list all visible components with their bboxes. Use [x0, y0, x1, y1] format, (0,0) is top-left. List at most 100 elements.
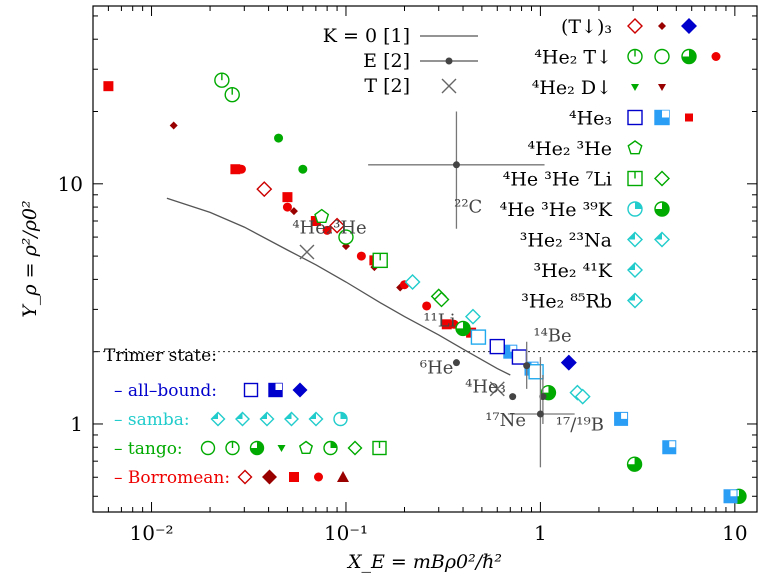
data-point-circ-open	[338, 229, 354, 245]
marker-shape	[256, 181, 273, 198]
marker-fill	[456, 321, 471, 336]
legend-symbol	[654, 109, 670, 126]
legend-right-label: ⁴He₂ ³He	[527, 138, 612, 160]
data-point-circ-small	[422, 301, 432, 311]
legend-left-label: – samba:	[114, 410, 190, 430]
marker-fill	[628, 232, 635, 240]
marker-fill	[236, 412, 243, 419]
marker-shape	[314, 472, 323, 482]
data-point-circ-bar	[214, 72, 230, 88]
legend-right-label: ³He₂ ⁴¹K	[533, 260, 612, 282]
marker-shape	[470, 329, 487, 345]
legend-left-symbol	[372, 440, 387, 456]
marker-shape	[322, 225, 332, 235]
marker-fill	[628, 263, 635, 270]
data-point-sq-open	[489, 338, 505, 355]
data-point-dmd-open	[464, 308, 481, 325]
chart-legend-layer: K = 0 [1] E [2] T [2] (T↓)₃ ⁴He₂ T↓ ⁴He₂ D↓ ⁴H…	[104, 16, 721, 488]
marker-fill	[309, 412, 316, 419]
data-point-sq-open	[528, 364, 544, 380]
legend-symbol	[627, 48, 643, 65]
marker-shape	[289, 207, 298, 216]
legend-symbol	[681, 18, 697, 34]
legend-left-symbol	[308, 411, 324, 427]
x-tick-label: 1	[534, 521, 547, 545]
marker-fill	[340, 412, 347, 419]
data-point-dmd-open	[574, 388, 591, 405]
marker-shape	[337, 471, 349, 482]
x-axis-label: X_E = mBρ0²/ℏ²	[346, 551, 502, 573]
legend-middle-label: T [2]	[364, 75, 410, 97]
marker-shape	[441, 319, 452, 330]
legend-symbol	[658, 84, 666, 91]
data-point-sqbar-open	[372, 252, 388, 269]
legend-left-symbol	[200, 440, 216, 456]
exp-e-point	[509, 393, 517, 401]
data-point-sq-blue	[662, 440, 677, 455]
legend-cross-sample	[441, 78, 457, 94]
chart-frame-layer: 10⁻² 10⁻¹ 1 10 1 10 X_E = mBρ0²/ℏ² Y_ρ = ρ²/ρ0²	[19, 5, 758, 573]
marker-shape	[338, 229, 354, 245]
marker-shape	[528, 364, 544, 380]
marker-shape	[711, 52, 721, 61]
point-label: ¹⁴Be	[533, 326, 571, 347]
legend-left-symbol	[298, 440, 314, 454]
legend-left-symbol	[284, 411, 299, 427]
marker-shape	[289, 472, 299, 482]
legend-symbol	[654, 231, 670, 248]
exp-e-point	[536, 410, 544, 418]
exp-e-point	[452, 359, 460, 367]
marker-fill	[730, 490, 737, 497]
legend-right-label: ⁴He ³He ³⁹K	[500, 199, 613, 221]
data-point-circ-small	[282, 202, 292, 212]
data-point-sq-fill	[230, 164, 241, 175]
legend-right-label: (T↓)₃	[561, 16, 612, 38]
marker-shape	[654, 170, 670, 187]
legend-left-symbol	[333, 411, 348, 427]
legend-left-symbol	[249, 440, 265, 456]
marker-fill	[655, 110, 662, 118]
data-point-circ-bar	[224, 86, 240, 103]
data-point-dmd-open	[256, 181, 273, 198]
legend-dot-sample	[445, 57, 453, 65]
marker-shape	[200, 440, 216, 456]
legend-symbol	[627, 140, 643, 155]
marker-shape	[237, 469, 253, 485]
theory-curve-k0	[166, 197, 511, 376]
x-tick-label: 10⁻²	[130, 521, 174, 545]
exp-e-point	[539, 393, 547, 401]
marker-fill	[628, 293, 635, 301]
legend-middle-label: K = 0 [1]	[323, 25, 410, 47]
marker-shape	[298, 440, 314, 454]
legend-left-symbol	[225, 440, 240, 456]
marker-fill	[330, 441, 337, 448]
data-point-sq-open	[511, 349, 528, 365]
legend-symbol	[627, 292, 643, 309]
marker-shape	[464, 308, 481, 325]
marker-shape	[658, 22, 666, 30]
marker-shape	[298, 164, 308, 174]
marker-shape	[262, 469, 277, 485]
marker-fill	[655, 117, 669, 125]
point-label: ²²C	[454, 196, 482, 217]
legend-left-symbol	[268, 382, 283, 398]
exp-e-point	[452, 161, 460, 169]
legend-symbol	[627, 170, 643, 187]
marker-shape	[277, 445, 286, 452]
exp-t-cross	[489, 381, 505, 397]
marker-fill	[260, 412, 267, 419]
marker-shape	[356, 251, 366, 261]
marker-shape	[681, 18, 697, 34]
marker-shape	[654, 48, 670, 65]
data-point-dmd-open	[404, 274, 421, 291]
legend-symbol	[654, 48, 670, 65]
point-label: ¹⁷Ne	[485, 410, 526, 431]
marker-fill	[655, 202, 669, 216]
data-point-sq-open	[470, 329, 487, 345]
legend-right-label: ³He₂ ²³Na	[520, 230, 612, 252]
legend-right-label: ⁴He ³He ⁷Li	[503, 169, 612, 191]
marker-shape	[560, 354, 577, 371]
marker-shape	[489, 338, 505, 355]
legend-left-symbol	[314, 472, 323, 482]
data-point-sq-fill	[282, 192, 293, 203]
